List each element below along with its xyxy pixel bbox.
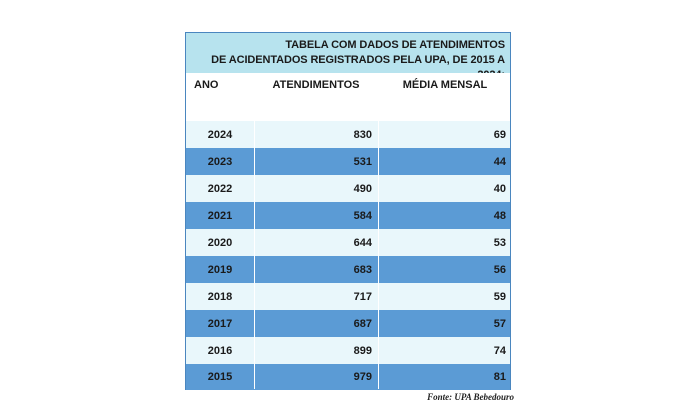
cell-year: 2024 xyxy=(207,128,233,141)
cell-year: 2017 xyxy=(207,317,233,330)
cell-attendances: 531 xyxy=(353,155,372,168)
table-row: 2022 490 40 xyxy=(186,175,510,202)
table-row: 2023 531 44 xyxy=(186,148,510,175)
cell-monthly-average: 53 xyxy=(493,236,506,249)
cell-monthly-average: 69 xyxy=(493,128,506,141)
cell-monthly-average: 56 xyxy=(493,263,506,276)
table-title-line-1: TABELA COM DADOS DE ATENDIMENTOS xyxy=(285,39,505,51)
data-table: TABELA COM DADOS DE ATENDIMENTOS DE ACID… xyxy=(185,32,511,390)
cell-year: 2021 xyxy=(207,209,233,222)
cell-attendances: 644 xyxy=(353,236,372,249)
cell-attendances: 830 xyxy=(353,128,372,141)
table-row: 2015 979 81 xyxy=(186,364,510,390)
header-attendances: ATENDIMENTOS xyxy=(272,79,360,91)
cell-year: 2016 xyxy=(207,344,233,357)
cell-attendances: 899 xyxy=(353,344,372,357)
table-row: 2019 683 56 xyxy=(186,256,510,283)
cell-year: 2015 xyxy=(207,371,233,383)
cell-monthly-average: 48 xyxy=(493,209,506,222)
table-header-row: ANO ATENDIMENTOS MÉDIA MENSAL xyxy=(186,73,510,97)
cell-attendances: 683 xyxy=(353,263,372,276)
cell-attendances: 979 xyxy=(353,371,372,383)
table-row: 2024 830 69 xyxy=(186,121,510,148)
cell-attendances: 584 xyxy=(353,209,372,222)
cell-monthly-average: 59 xyxy=(493,290,506,303)
cell-year: 2019 xyxy=(207,263,233,276)
cell-monthly-average: 81 xyxy=(493,371,506,383)
cell-monthly-average: 57 xyxy=(493,317,506,330)
cell-year: 2020 xyxy=(207,236,233,249)
column-divider xyxy=(254,97,255,389)
cell-monthly-average: 40 xyxy=(493,182,506,195)
cell-attendances: 687 xyxy=(353,317,372,330)
cell-year: 2022 xyxy=(207,182,233,195)
cell-attendances: 717 xyxy=(353,290,372,303)
column-divider xyxy=(378,97,379,389)
table-row: 2016 899 74 xyxy=(186,337,510,364)
table-row: 2020 644 53 xyxy=(186,229,510,256)
cell-attendances: 490 xyxy=(353,182,372,195)
cell-monthly-average: 44 xyxy=(493,155,506,168)
table-row: 2018 717 59 xyxy=(186,283,510,310)
blank-row xyxy=(186,97,510,121)
table-title: TABELA COM DADOS DE ATENDIMENTOS DE ACID… xyxy=(186,33,510,81)
cell-year: 2018 xyxy=(207,290,233,303)
cell-year: 2023 xyxy=(207,155,233,168)
table-row: 2021 584 48 xyxy=(186,202,510,229)
header-year: ANO xyxy=(194,79,219,91)
table-row: 2017 687 57 xyxy=(186,310,510,337)
header-monthly-average: MÉDIA MENSAL xyxy=(402,79,488,91)
source-caption: Fonte: UPA Bebedouro xyxy=(427,392,514,402)
cell-monthly-average: 74 xyxy=(493,344,506,357)
